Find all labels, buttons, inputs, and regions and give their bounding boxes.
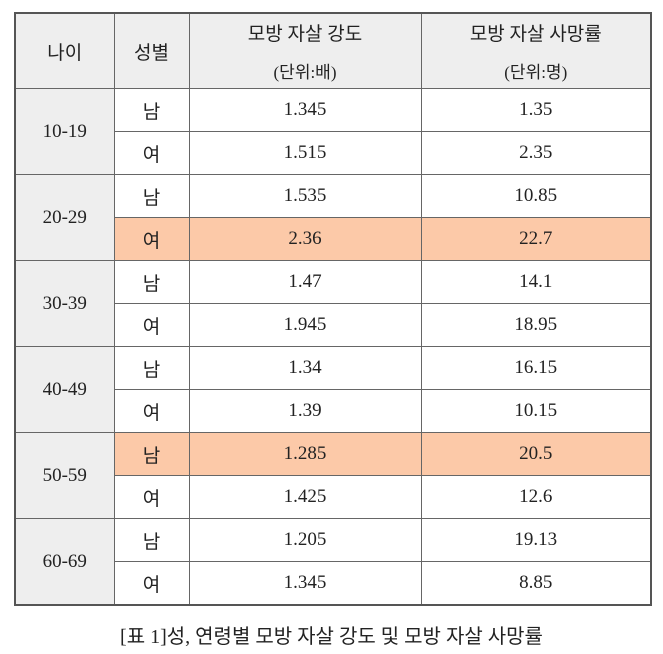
cell: 1.47 bbox=[188, 260, 422, 304]
table-row: 40-49 남 1.34 16.15 bbox=[14, 346, 652, 433]
cell: 남 bbox=[113, 432, 190, 476]
table-row: 여 1.425 12.6 bbox=[15, 475, 652, 519]
cell: 1.515 bbox=[188, 131, 422, 175]
header-row: 나이 성별 모방 자살 강도 (단위:배) 모방 자살 사망률 (단위:명) bbox=[14, 12, 652, 89]
cell: 여 bbox=[113, 217, 190, 261]
caption: [표 1]성, 연령별 모방 자살 강도 및 모방 자살 사망률 bbox=[120, 626, 543, 648]
cell: 1.345 bbox=[188, 561, 422, 606]
age-cell: 40-49 bbox=[14, 346, 115, 433]
cell: 1.35 bbox=[420, 88, 652, 132]
unit: (단위:명) bbox=[504, 63, 568, 82]
header-text: 모방 자살 강도 bbox=[247, 24, 363, 45]
cell: 1.34 bbox=[188, 346, 422, 390]
cell: 여 bbox=[113, 131, 190, 175]
table-row: 여 1.39 10.15 bbox=[15, 389, 652, 433]
cell: 남 bbox=[113, 88, 190, 132]
cell: 2.35 bbox=[420, 131, 652, 175]
table-row: 여 1.345 8.85 bbox=[15, 561, 652, 606]
cell: 12.6 bbox=[420, 475, 652, 519]
table-row: 여 1.945 18.95 bbox=[15, 303, 652, 347]
cell: 남 bbox=[113, 174, 190, 218]
cell: 남 bbox=[113, 518, 190, 562]
table-row: 60-69 남 1.205 19.13 bbox=[14, 518, 652, 606]
cell: 14.1 bbox=[420, 260, 652, 304]
cell: 1.535 bbox=[188, 174, 422, 218]
age-cell: 10-19 bbox=[14, 88, 115, 175]
cell: 1.205 bbox=[188, 518, 422, 562]
table-row: 여 1.515 2.35 bbox=[15, 131, 652, 175]
header-cell: 모방 자살 강도 (단위:배) bbox=[188, 12, 422, 89]
age-cell: 50-59 bbox=[14, 432, 115, 519]
table-row: 20-29 남 1.535 10.85 bbox=[14, 174, 652, 261]
age-cell: 20-29 bbox=[14, 174, 115, 261]
cell: 22.7 bbox=[420, 217, 652, 261]
cell: 1.425 bbox=[188, 475, 422, 519]
cell: 20.5 bbox=[420, 432, 652, 476]
age-cell: 60-69 bbox=[14, 518, 115, 606]
cell: 2.36 bbox=[188, 217, 422, 261]
header-cell: 성별 bbox=[113, 12, 190, 89]
cell: 1.39 bbox=[188, 389, 422, 433]
cell: 10.15 bbox=[420, 389, 652, 433]
cell: 8.85 bbox=[420, 561, 652, 606]
table-row: 30-39 남 1.47 14.1 bbox=[14, 260, 652, 347]
cell: 1.945 bbox=[188, 303, 422, 347]
table-row: 10-19 남 1.345 1.35 bbox=[14, 88, 652, 175]
unit: (단위:배) bbox=[273, 63, 337, 82]
age-cell: 30-39 bbox=[14, 260, 115, 347]
table-row: 50-59 남 1.285 20.5 bbox=[14, 432, 652, 519]
cell: 여 bbox=[113, 389, 190, 433]
cell: 여 bbox=[113, 303, 190, 347]
cell: 여 bbox=[113, 561, 190, 606]
cell: 16.15 bbox=[420, 346, 652, 390]
table-row: 여 2.36 22.7 bbox=[15, 217, 652, 261]
cell: 18.95 bbox=[420, 303, 652, 347]
cell: 10.85 bbox=[420, 174, 652, 218]
header-cell: 모방 자살 사망률 (단위:명) bbox=[420, 12, 652, 89]
header-cell: 나이 bbox=[14, 12, 115, 89]
cell: 19.13 bbox=[420, 518, 652, 562]
cell: 남 bbox=[113, 346, 190, 390]
cell: 1.285 bbox=[188, 432, 422, 476]
data-table: 나이 성별 모방 자살 강도 (단위:배) 모방 자살 사망률 (단위:명) 10-… bbox=[14, 12, 652, 606]
cell: 여 bbox=[113, 475, 190, 519]
header-text: 모방 자살 사망률 bbox=[469, 24, 602, 45]
cell: 남 bbox=[113, 260, 190, 304]
cell: 1.345 bbox=[188, 88, 422, 132]
